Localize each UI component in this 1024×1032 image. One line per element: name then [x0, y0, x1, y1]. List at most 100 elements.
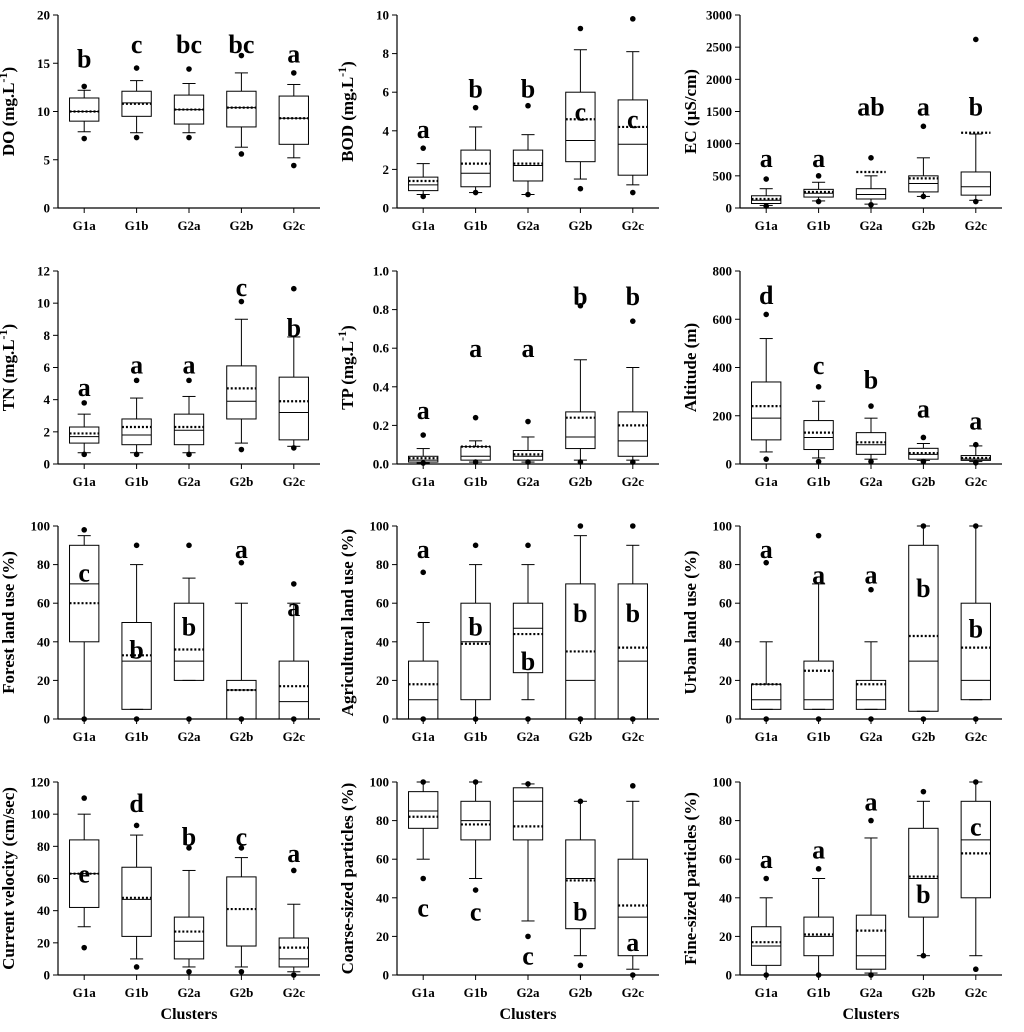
box-G1b: c	[460, 779, 491, 926]
significance-letter: a	[812, 144, 825, 173]
y-axis-label: Coarse-sized particles (%)	[338, 783, 357, 975]
significance-letter: a	[917, 92, 930, 121]
x-axis-label: Clusters	[161, 1006, 218, 1023]
significance-letter: a	[865, 787, 878, 816]
outlier-point	[763, 176, 769, 182]
box-G1a: b	[69, 44, 100, 142]
outlier-point	[81, 716, 87, 722]
outlier-point	[630, 523, 636, 529]
x-tick-label: G2a	[516, 729, 540, 744]
outlier-point	[920, 788, 927, 795]
significance-letter: b	[129, 636, 143, 665]
outlier-point	[630, 318, 636, 324]
y-tick-label: 0	[383, 712, 390, 727]
y-tick-label: 8	[44, 328, 51, 343]
outlier-point	[577, 302, 584, 309]
box-iqr	[226, 365, 257, 420]
outlier-point	[472, 779, 479, 785]
y-tick-label: 0.8	[373, 302, 390, 317]
significance-letter: a	[626, 928, 639, 957]
x-tick-label: G1a	[73, 729, 97, 744]
x-tick-label: G2b	[911, 985, 935, 1000]
x-tick-label: G1a	[73, 985, 97, 1000]
x-tick-label: G1a	[412, 218, 436, 233]
significance-letter: a	[760, 144, 773, 173]
outlier-point	[630, 189, 636, 196]
y-tick-label: 80	[37, 839, 50, 854]
significance-letter: c	[417, 893, 429, 922]
outlier-point	[238, 52, 245, 59]
outlier-point	[868, 586, 874, 593]
x-tick-label: G1a	[412, 474, 436, 489]
y-tick-label: 0.6	[373, 341, 390, 356]
outlier-point	[763, 559, 769, 566]
y-tick-label: 6	[383, 85, 390, 100]
outlier-point	[630, 459, 636, 465]
y-tick-label: 8	[383, 46, 390, 61]
outlier-point	[420, 875, 427, 882]
y-axis-label-main: DO (mg.L	[0, 83, 18, 157]
y-tick-label: 0	[726, 201, 733, 216]
y-axis-label-main: EC (µS/cm)	[681, 69, 700, 154]
box-G2b: b	[565, 282, 596, 465]
x-tick-label: G2a	[177, 474, 201, 489]
box-G2a: b	[173, 823, 205, 975]
outlier-point	[973, 523, 979, 529]
box-G2a: b	[512, 74, 544, 198]
significance-letter: c	[236, 273, 248, 302]
outlier-point	[973, 36, 979, 43]
y-tick-label: 4	[44, 392, 51, 407]
outlier-point	[630, 783, 636, 789]
box-iqr	[617, 858, 648, 957]
x-tick-label: G1b	[125, 218, 149, 233]
significance-letter: a	[865, 560, 878, 589]
outlier-point	[81, 135, 87, 142]
significance-letter: a	[417, 115, 430, 144]
x-tick-label: G2a	[859, 218, 883, 233]
significance-letter: a	[130, 350, 143, 379]
outlier-point	[291, 972, 297, 978]
box-iqr	[803, 660, 834, 710]
y-tick-label: 0.0	[373, 457, 389, 472]
x-tick-label: G1a	[412, 729, 436, 744]
box-iqr	[69, 426, 100, 444]
box-iqr	[855, 679, 887, 710]
y-axis-label-main: Fine-sized particles (%)	[681, 792, 700, 965]
outlier-point	[81, 83, 87, 90]
y-axis-label-sup: -1	[0, 329, 10, 339]
outlier-point	[815, 173, 822, 179]
box-iqr	[460, 149, 491, 188]
outlier-point	[291, 445, 297, 451]
x-tick-label: G1b	[464, 474, 488, 489]
box-iqr	[960, 171, 991, 196]
significance-letter: d	[759, 281, 774, 310]
outlier-point	[577, 716, 584, 722]
y-tick-label: 40	[37, 903, 50, 918]
y-axis-label-main: BOD (mg.L	[338, 77, 357, 162]
outlier-point	[630, 972, 636, 978]
x-tick-label: G2b	[568, 985, 592, 1000]
box-iqr	[121, 866, 152, 937]
outlier-point	[920, 523, 927, 529]
outlier-point	[525, 191, 531, 198]
y-axis-label-main: Current velocity (cm/sec)	[0, 787, 18, 970]
significance-letter: a	[183, 350, 196, 379]
significance-letter: b	[573, 282, 587, 311]
outlier-point	[133, 964, 140, 970]
outlier-point	[133, 134, 140, 141]
outlier-point	[815, 198, 822, 205]
box-G2b: a	[226, 535, 257, 722]
box-G1a: d	[751, 281, 782, 462]
y-tick-label: 0	[726, 457, 733, 472]
y-axis-label: Altitude (m)	[681, 323, 700, 412]
outlier-point	[291, 867, 297, 874]
y-tick-label: 100	[370, 519, 390, 534]
outlier-point	[238, 716, 245, 722]
outlier-point	[420, 569, 427, 576]
outlier-point	[868, 201, 874, 208]
x-tick-label: G1b	[464, 985, 488, 1000]
y-axis-label-main: Agricultural land use (%)	[338, 529, 357, 716]
box-iqr	[69, 97, 100, 122]
x-tick-label: G1b	[125, 985, 149, 1000]
outlier-point	[133, 65, 140, 71]
